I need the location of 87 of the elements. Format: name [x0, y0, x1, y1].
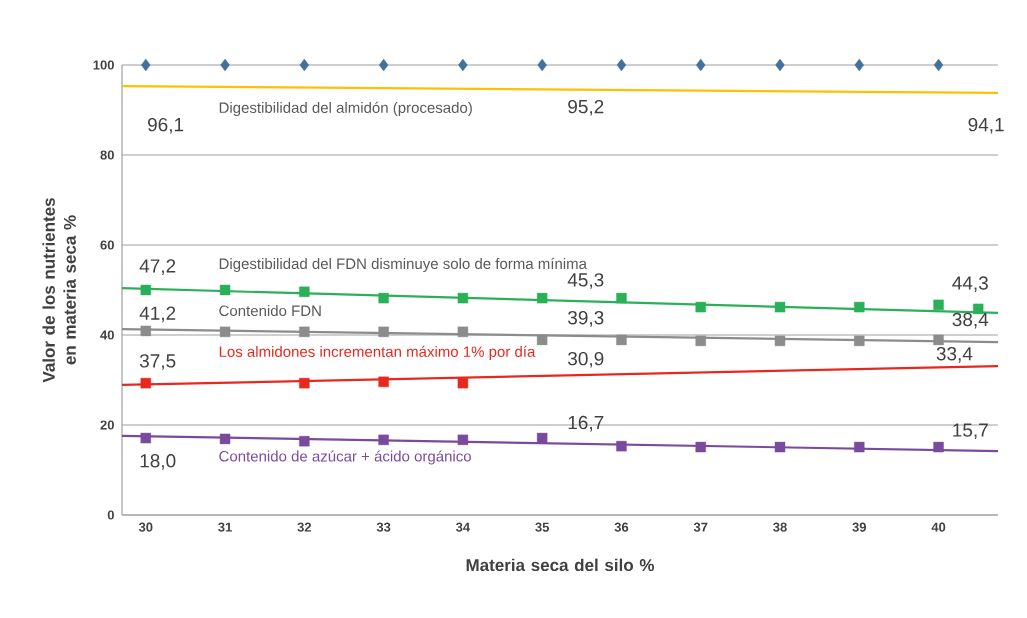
point [140, 284, 151, 296]
point [536, 292, 548, 304]
point [378, 326, 389, 338]
point [854, 301, 865, 313]
point [933, 299, 944, 311]
annotation: 37,5 [139, 354, 176, 370]
point [933, 441, 944, 453]
point [854, 441, 865, 453]
x-tick-label: 33 [376, 522, 391, 532]
point [378, 434, 389, 446]
point [378, 292, 389, 304]
point [774, 441, 786, 453]
point [140, 377, 151, 389]
point [933, 334, 944, 346]
y-tick-label: 80 [100, 150, 114, 160]
point [140, 432, 151, 444]
y-tick-label: 100 [93, 60, 114, 70]
series-label: Contenido FDN [219, 305, 321, 317]
point [696, 58, 706, 72]
x-tick-label: 32 [297, 522, 312, 532]
point [536, 334, 548, 346]
point [457, 377, 469, 389]
x-tick-label: 34 [455, 522, 471, 532]
y-tick-label: 60 [100, 240, 114, 250]
point [536, 432, 548, 444]
point [141, 58, 151, 72]
x-tick-label: 35 [535, 522, 550, 532]
point [299, 58, 310, 72]
x-axis-title: Materia seca del silo % [466, 558, 655, 572]
x-tick-label: 40 [931, 522, 946, 532]
point [695, 441, 706, 453]
point [458, 58, 468, 72]
annotation: 44,3 [952, 276, 988, 292]
y-tick-label: 20 [100, 420, 114, 430]
point [140, 325, 151, 337]
point [616, 334, 627, 346]
point [854, 335, 865, 347]
point [537, 58, 547, 72]
annotation: 95,2 [568, 99, 604, 116]
series-label: Contenido de azúcar + ácido orgánico [219, 450, 471, 465]
x-tick-label: 30 [138, 522, 153, 532]
point [457, 434, 469, 446]
annotation: 15,7 [953, 423, 988, 440]
y-tick-label: 0 [107, 510, 114, 520]
point [854, 58, 864, 72]
annotation: 33,4 [936, 346, 973, 363]
x-tick-label: 31 [218, 522, 232, 532]
point [616, 58, 627, 72]
annotation: 16,7 [568, 415, 604, 432]
point [220, 58, 230, 72]
x-tick-label: 37 [693, 522, 708, 532]
point [378, 376, 389, 387]
point [695, 301, 706, 313]
point [933, 58, 944, 72]
point [299, 286, 310, 297]
point [219, 284, 231, 296]
annotation: 38,4 [952, 312, 989, 329]
annotation: 94,1 [968, 117, 1004, 134]
annotation: 39,3 [568, 310, 604, 327]
y-tick-label: 40 [100, 330, 114, 340]
point [616, 292, 627, 304]
x-tick-label: 39 [852, 522, 867, 532]
point [616, 440, 627, 452]
point [299, 326, 310, 338]
x-tick-label: 38 [773, 522, 787, 532]
point [457, 292, 469, 304]
point [219, 433, 231, 445]
point [774, 301, 786, 313]
point [775, 58, 785, 72]
annotation: 96,1 [148, 117, 184, 134]
point [219, 326, 231, 338]
series-label: Digestibilidad del FDN disminuye solo de forma mínima [219, 257, 587, 272]
annotation: 47,2 [139, 259, 176, 275]
series-label: Digestibilidad del almidón (procesado) [219, 101, 472, 116]
point [695, 335, 706, 347]
x-tick-label: 36 [614, 522, 629, 532]
annotation: 30,9 [568, 351, 604, 368]
annotation: 41,2 [139, 306, 176, 323]
point [378, 58, 389, 72]
annotation: 45,3 [567, 273, 604, 289]
y-axis-title: Valor de los nutrientes en materia seca % [42, 198, 76, 383]
series-label: Los almidones incrementan máximo 1% por día [219, 345, 536, 360]
point [774, 335, 786, 347]
point [299, 436, 310, 447]
point [457, 326, 469, 338]
point [299, 377, 310, 389]
annotation: 18,0 [140, 454, 176, 470]
